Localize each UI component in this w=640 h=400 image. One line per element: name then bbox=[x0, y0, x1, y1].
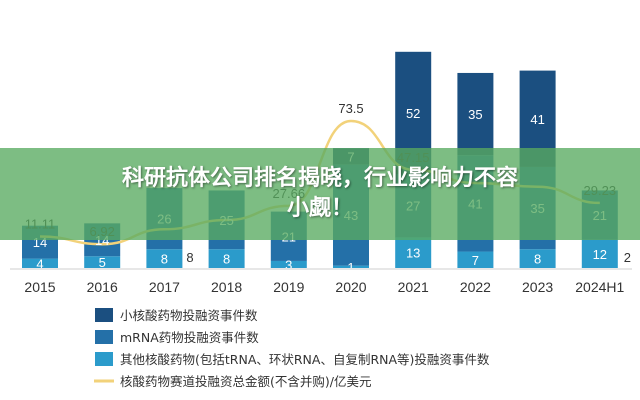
bar-segment bbox=[84, 256, 121, 268]
bar-segment bbox=[146, 249, 183, 268]
x-tick-label: 2019 bbox=[273, 279, 304, 295]
bar-value-label: 41 bbox=[530, 112, 544, 127]
x-tick-label: 2016 bbox=[87, 279, 118, 295]
bar-value-label: 8 bbox=[161, 252, 168, 267]
bar-value-label: 12 bbox=[593, 247, 607, 262]
x-tick-label: 2015 bbox=[24, 279, 55, 295]
bar-segment bbox=[208, 249, 245, 268]
bar-value-label: 4 bbox=[36, 256, 43, 271]
legend-swatch bbox=[95, 330, 113, 344]
x-tick-label: 2021 bbox=[398, 279, 429, 295]
legend-label: mRNA药物投融资事件数 bbox=[120, 330, 259, 345]
legend: 小核酸药物投融资事件数 mRNA药物投融资事件数其他核酸药物(包括tRNA、环状R… bbox=[94, 308, 490, 389]
bar-value-label: 35 bbox=[468, 107, 482, 122]
bar-segment bbox=[333, 265, 369, 268]
legend-swatch bbox=[95, 308, 113, 322]
x-tick-label: 2017 bbox=[149, 279, 180, 295]
x-tick-label: 2020 bbox=[335, 279, 366, 295]
partial-value-label: 2 bbox=[624, 250, 631, 265]
bar-value-label: 52 bbox=[406, 106, 420, 121]
headline-line-2: 小觑！ bbox=[286, 196, 353, 221]
x-tick-label: 2018 bbox=[211, 279, 242, 295]
bar-value-label: 8 bbox=[534, 252, 541, 267]
bar-value-label: 5 bbox=[99, 255, 106, 270]
bar-segment bbox=[395, 237, 432, 268]
legend-label: 小核酸药物投融资事件数 bbox=[120, 308, 258, 323]
bar-value-label: 3 bbox=[285, 257, 292, 272]
legend-swatch bbox=[95, 352, 113, 366]
x-tick-label: 2023 bbox=[522, 279, 553, 295]
partial-value-label: 8 bbox=[186, 250, 193, 265]
x-tick-label: 2022 bbox=[460, 279, 491, 295]
bar-value-label: 1 bbox=[347, 260, 354, 275]
bar-segment bbox=[22, 258, 58, 268]
bar-segment bbox=[270, 260, 307, 268]
headline-line-1: 科研抗体公司排名揭晓，行业影响力不容 bbox=[121, 166, 518, 191]
legend-label: 核酸药物赛道投融资总金额(不含并购)/亿美元 bbox=[120, 374, 371, 389]
x-tick-label: 2024H1 bbox=[575, 279, 624, 295]
bar-value-label: 7 bbox=[472, 253, 479, 268]
bar-value-label: 8 bbox=[223, 252, 230, 267]
legend-label: 其他核酸药物(包括tRNA、环状RNA、自复制RNA等)投融资事件数 bbox=[120, 352, 490, 367]
bar-value-label: 13 bbox=[406, 246, 420, 261]
bar-segment bbox=[519, 249, 556, 268]
line-value-label: 73.5 bbox=[338, 101, 363, 116]
bar-segment bbox=[581, 239, 618, 268]
bar-segment bbox=[457, 72, 494, 156]
bar-segment bbox=[457, 251, 494, 268]
x-axis: 2015 2016 2017 2018 2019 2020 2021 2022 2023 2024… bbox=[10, 268, 632, 295]
headline-overlay: 科研抗体公司排名揭晓，行业影响力不容 小觑！ bbox=[0, 148, 640, 240]
